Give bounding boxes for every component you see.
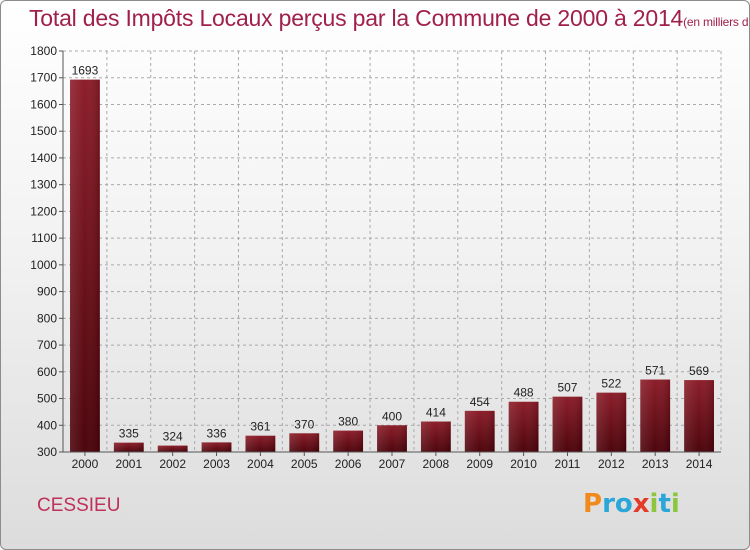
- proxiti-logo[interactable]: Proxiti: [583, 489, 680, 519]
- x-tick-label: 2004: [247, 457, 274, 471]
- x-tick-label: 2011: [555, 457, 581, 471]
- data-label: 335: [119, 427, 139, 441]
- logo-letter: o: [614, 489, 633, 519]
- bar-shading: [640, 379, 671, 452]
- bar-shading: [289, 433, 320, 452]
- bar-shading: [113, 442, 144, 452]
- bar-shading: [464, 410, 495, 452]
- x-tick-label: 2013: [642, 457, 669, 471]
- y-tick-label: 1800: [30, 44, 57, 58]
- bar-shading: [596, 392, 627, 452]
- x-tick-label: 2003: [203, 457, 230, 471]
- data-label: 400: [382, 409, 402, 423]
- bar-shading: [157, 445, 188, 452]
- y-tick-label: 1100: [31, 231, 57, 245]
- x-tick-label: 2010: [510, 457, 537, 471]
- data-label: 414: [426, 406, 446, 420]
- logo-letter: t: [658, 489, 671, 519]
- data-label: 454: [470, 395, 490, 409]
- data-label: 569: [689, 364, 709, 378]
- x-tick-label: 2007: [379, 457, 406, 471]
- bar-shading: [245, 435, 276, 452]
- y-tick-label: 600: [37, 365, 57, 379]
- bar-shading: [70, 79, 100, 452]
- logo-letter: i: [670, 489, 680, 519]
- data-label: 336: [207, 426, 227, 440]
- y-tick-label: 1700: [30, 71, 57, 85]
- x-tick-label: 2008: [423, 457, 450, 471]
- y-tick-label: 900: [37, 285, 57, 299]
- logo-letter: r: [602, 489, 615, 519]
- logo-letter: P: [583, 489, 603, 519]
- y-tick-label: 700: [37, 338, 57, 352]
- logo-letter: x: [632, 489, 650, 519]
- bars: [70, 79, 714, 452]
- y-tick-label: 1600: [30, 97, 57, 111]
- x-tick-label: 2000: [72, 457, 99, 471]
- x-tick-label: 2001: [115, 457, 142, 471]
- axes: [59, 50, 721, 456]
- x-tick-label: 2006: [335, 457, 362, 471]
- bar-shading: [333, 430, 364, 452]
- bar-shading: [377, 425, 407, 452]
- grid-lines: [62, 50, 722, 453]
- bar-shading: [684, 380, 714, 452]
- y-tick-label: 1300: [30, 178, 57, 192]
- data-label: 571: [645, 364, 665, 378]
- data-label: 370: [294, 417, 314, 431]
- y-tick-label: 500: [37, 392, 57, 406]
- labels: 300 400 500 600 700 800 900 1000 1100 1200 1300 140…: [30, 44, 712, 471]
- y-tick-label: 400: [37, 418, 57, 432]
- y-tick-label: 1500: [30, 124, 57, 138]
- bar-shading: [552, 396, 583, 452]
- x-tick-label: 2012: [598, 457, 625, 471]
- x-tick-label: 2002: [159, 457, 186, 471]
- data-label: 507: [557, 381, 577, 395]
- y-tick-label: 1200: [30, 204, 57, 218]
- y-tick-label: 1400: [30, 151, 57, 165]
- bar-shading: [508, 401, 539, 452]
- commune-name: CESSIEU: [37, 495, 121, 516]
- y-tick-label: 300: [37, 445, 57, 459]
- x-tick-label: 2009: [466, 457, 493, 471]
- data-label: 324: [163, 430, 183, 444]
- chart-title: Total des Impôts Locaux perçus par la Co…: [29, 5, 750, 32]
- data-label: 488: [514, 386, 534, 400]
- bar-shading: [201, 442, 232, 452]
- y-tick-label: 1000: [30, 258, 57, 272]
- chart-title-text: Total des Impôts Locaux perçus par la Co…: [29, 5, 684, 31]
- data-label: 361: [250, 420, 270, 434]
- y-tick-label: 800: [37, 311, 57, 325]
- data-label: 1693: [72, 64, 99, 78]
- bar-shading: [420, 421, 451, 452]
- data-label: 522: [601, 377, 621, 391]
- x-tick-label: 2005: [291, 457, 318, 471]
- data-label: 380: [338, 415, 358, 429]
- logo-letter: i: [649, 489, 659, 519]
- chart-unit: (en milliers d'€): [683, 15, 750, 29]
- x-tick-label: 2014: [686, 457, 713, 471]
